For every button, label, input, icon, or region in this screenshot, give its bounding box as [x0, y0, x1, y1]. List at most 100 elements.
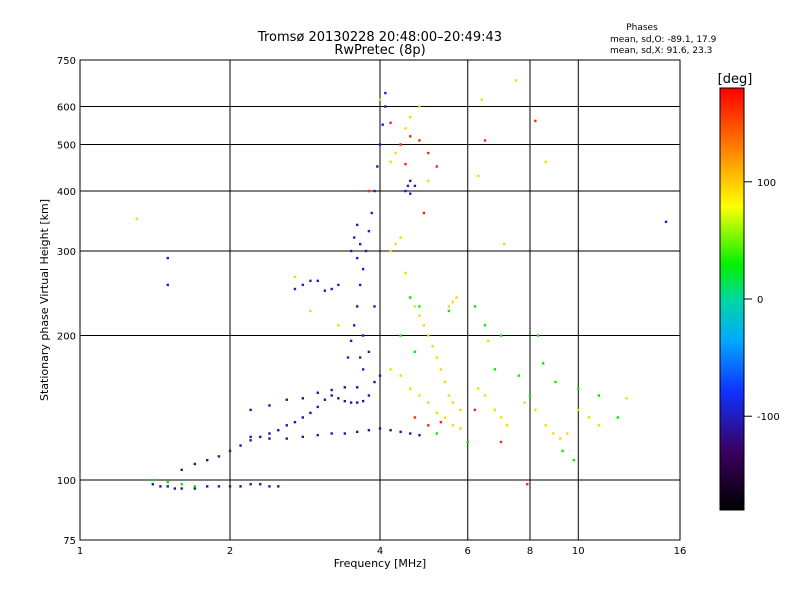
data-point	[572, 458, 576, 462]
data-point	[309, 309, 312, 313]
data-point	[389, 160, 392, 164]
data-point	[389, 249, 392, 253]
data-point	[180, 468, 183, 472]
data-point	[358, 242, 362, 246]
x-tick-label: 4	[377, 546, 383, 557]
data-point	[544, 424, 547, 427]
y-tick-label: 300	[57, 247, 76, 258]
data-point	[418, 394, 421, 397]
data-point	[361, 368, 365, 371]
data-point	[337, 324, 340, 327]
data-point	[427, 179, 430, 183]
data-point	[409, 432, 412, 435]
data-point	[361, 399, 365, 403]
data-point	[435, 356, 438, 359]
data-point	[389, 368, 392, 371]
grid-lines	[80, 60, 680, 540]
chart-title-line2: RwPretec (8p)	[334, 43, 425, 58]
colorbar-tick-label: 100	[757, 178, 776, 189]
data-point	[577, 387, 580, 390]
data-point	[451, 401, 455, 404]
data-point	[337, 397, 340, 400]
data-point	[447, 309, 451, 313]
stats-line-o: mean, sd,O: -89.1, 17.9	[610, 35, 717, 45]
data-point	[418, 433, 421, 437]
data-point	[404, 189, 407, 193]
data-point	[249, 435, 252, 439]
data-point	[309, 279, 312, 283]
data-point	[394, 151, 397, 155]
data-point	[343, 386, 347, 389]
data-point	[565, 432, 569, 435]
data-point	[285, 437, 288, 440]
data-point	[435, 411, 438, 415]
data-point	[355, 305, 359, 308]
data-point	[217, 485, 221, 488]
data-point	[587, 416, 591, 419]
stats-line-x: mean, sd,X: 91.6, 23.3	[610, 46, 712, 56]
data-point	[477, 387, 480, 390]
data-point	[135, 217, 138, 221]
colorbar-tick-label: -100	[757, 412, 780, 423]
data-point	[409, 192, 412, 195]
data-point	[268, 432, 271, 435]
data-point	[323, 289, 327, 292]
data-point	[514, 79, 518, 82]
data-point	[541, 362, 545, 365]
data-point	[285, 424, 288, 427]
data-point	[316, 405, 319, 409]
data-point	[373, 380, 376, 384]
data-point	[277, 429, 280, 432]
data-point	[431, 345, 434, 348]
data-point	[249, 439, 252, 442]
data-point	[378, 427, 382, 430]
data-point	[355, 401, 359, 404]
data-point	[439, 368, 443, 371]
data-point	[404, 127, 407, 130]
data-point	[451, 424, 455, 427]
data-point	[309, 411, 312, 415]
data-point	[483, 394, 487, 397]
data-point	[561, 449, 564, 453]
colorbar-label: [deg]	[718, 72, 753, 87]
data-point	[536, 334, 540, 337]
data-point	[355, 223, 359, 227]
data-point	[228, 485, 232, 488]
data-point	[337, 283, 340, 287]
y-tick-label: 750	[57, 56, 76, 67]
data-point	[418, 139, 421, 142]
x-tick-label: 16	[674, 546, 687, 557]
data-point	[526, 483, 529, 486]
data-point	[228, 449, 232, 453]
data-point	[399, 374, 402, 377]
data-point	[358, 356, 362, 359]
data-point	[399, 430, 402, 434]
data-point	[316, 391, 319, 394]
data-point	[367, 429, 371, 432]
data-point	[577, 408, 580, 412]
y-tick-label: 75	[63, 536, 76, 547]
x-axis-label: Frequency [MHz]	[334, 557, 426, 570]
data-point	[151, 478, 155, 482]
data-point	[483, 139, 487, 142]
data-point	[447, 305, 451, 308]
x-tick-label: 10	[572, 546, 585, 557]
data-point	[459, 408, 462, 412]
data-point	[418, 314, 421, 317]
data-point	[409, 135, 412, 138]
data-point	[439, 420, 443, 424]
data-points	[135, 79, 668, 490]
data-point	[301, 283, 305, 287]
data-point	[544, 160, 547, 164]
data-point	[349, 339, 353, 343]
data-point	[399, 334, 402, 337]
data-point	[239, 485, 242, 488]
data-point	[435, 432, 438, 435]
data-point	[239, 444, 242, 447]
data-point	[406, 184, 410, 188]
data-point	[193, 462, 197, 466]
data-point	[551, 432, 555, 435]
data-point	[499, 416, 503, 419]
data-point	[277, 485, 280, 488]
data-point	[166, 283, 169, 287]
